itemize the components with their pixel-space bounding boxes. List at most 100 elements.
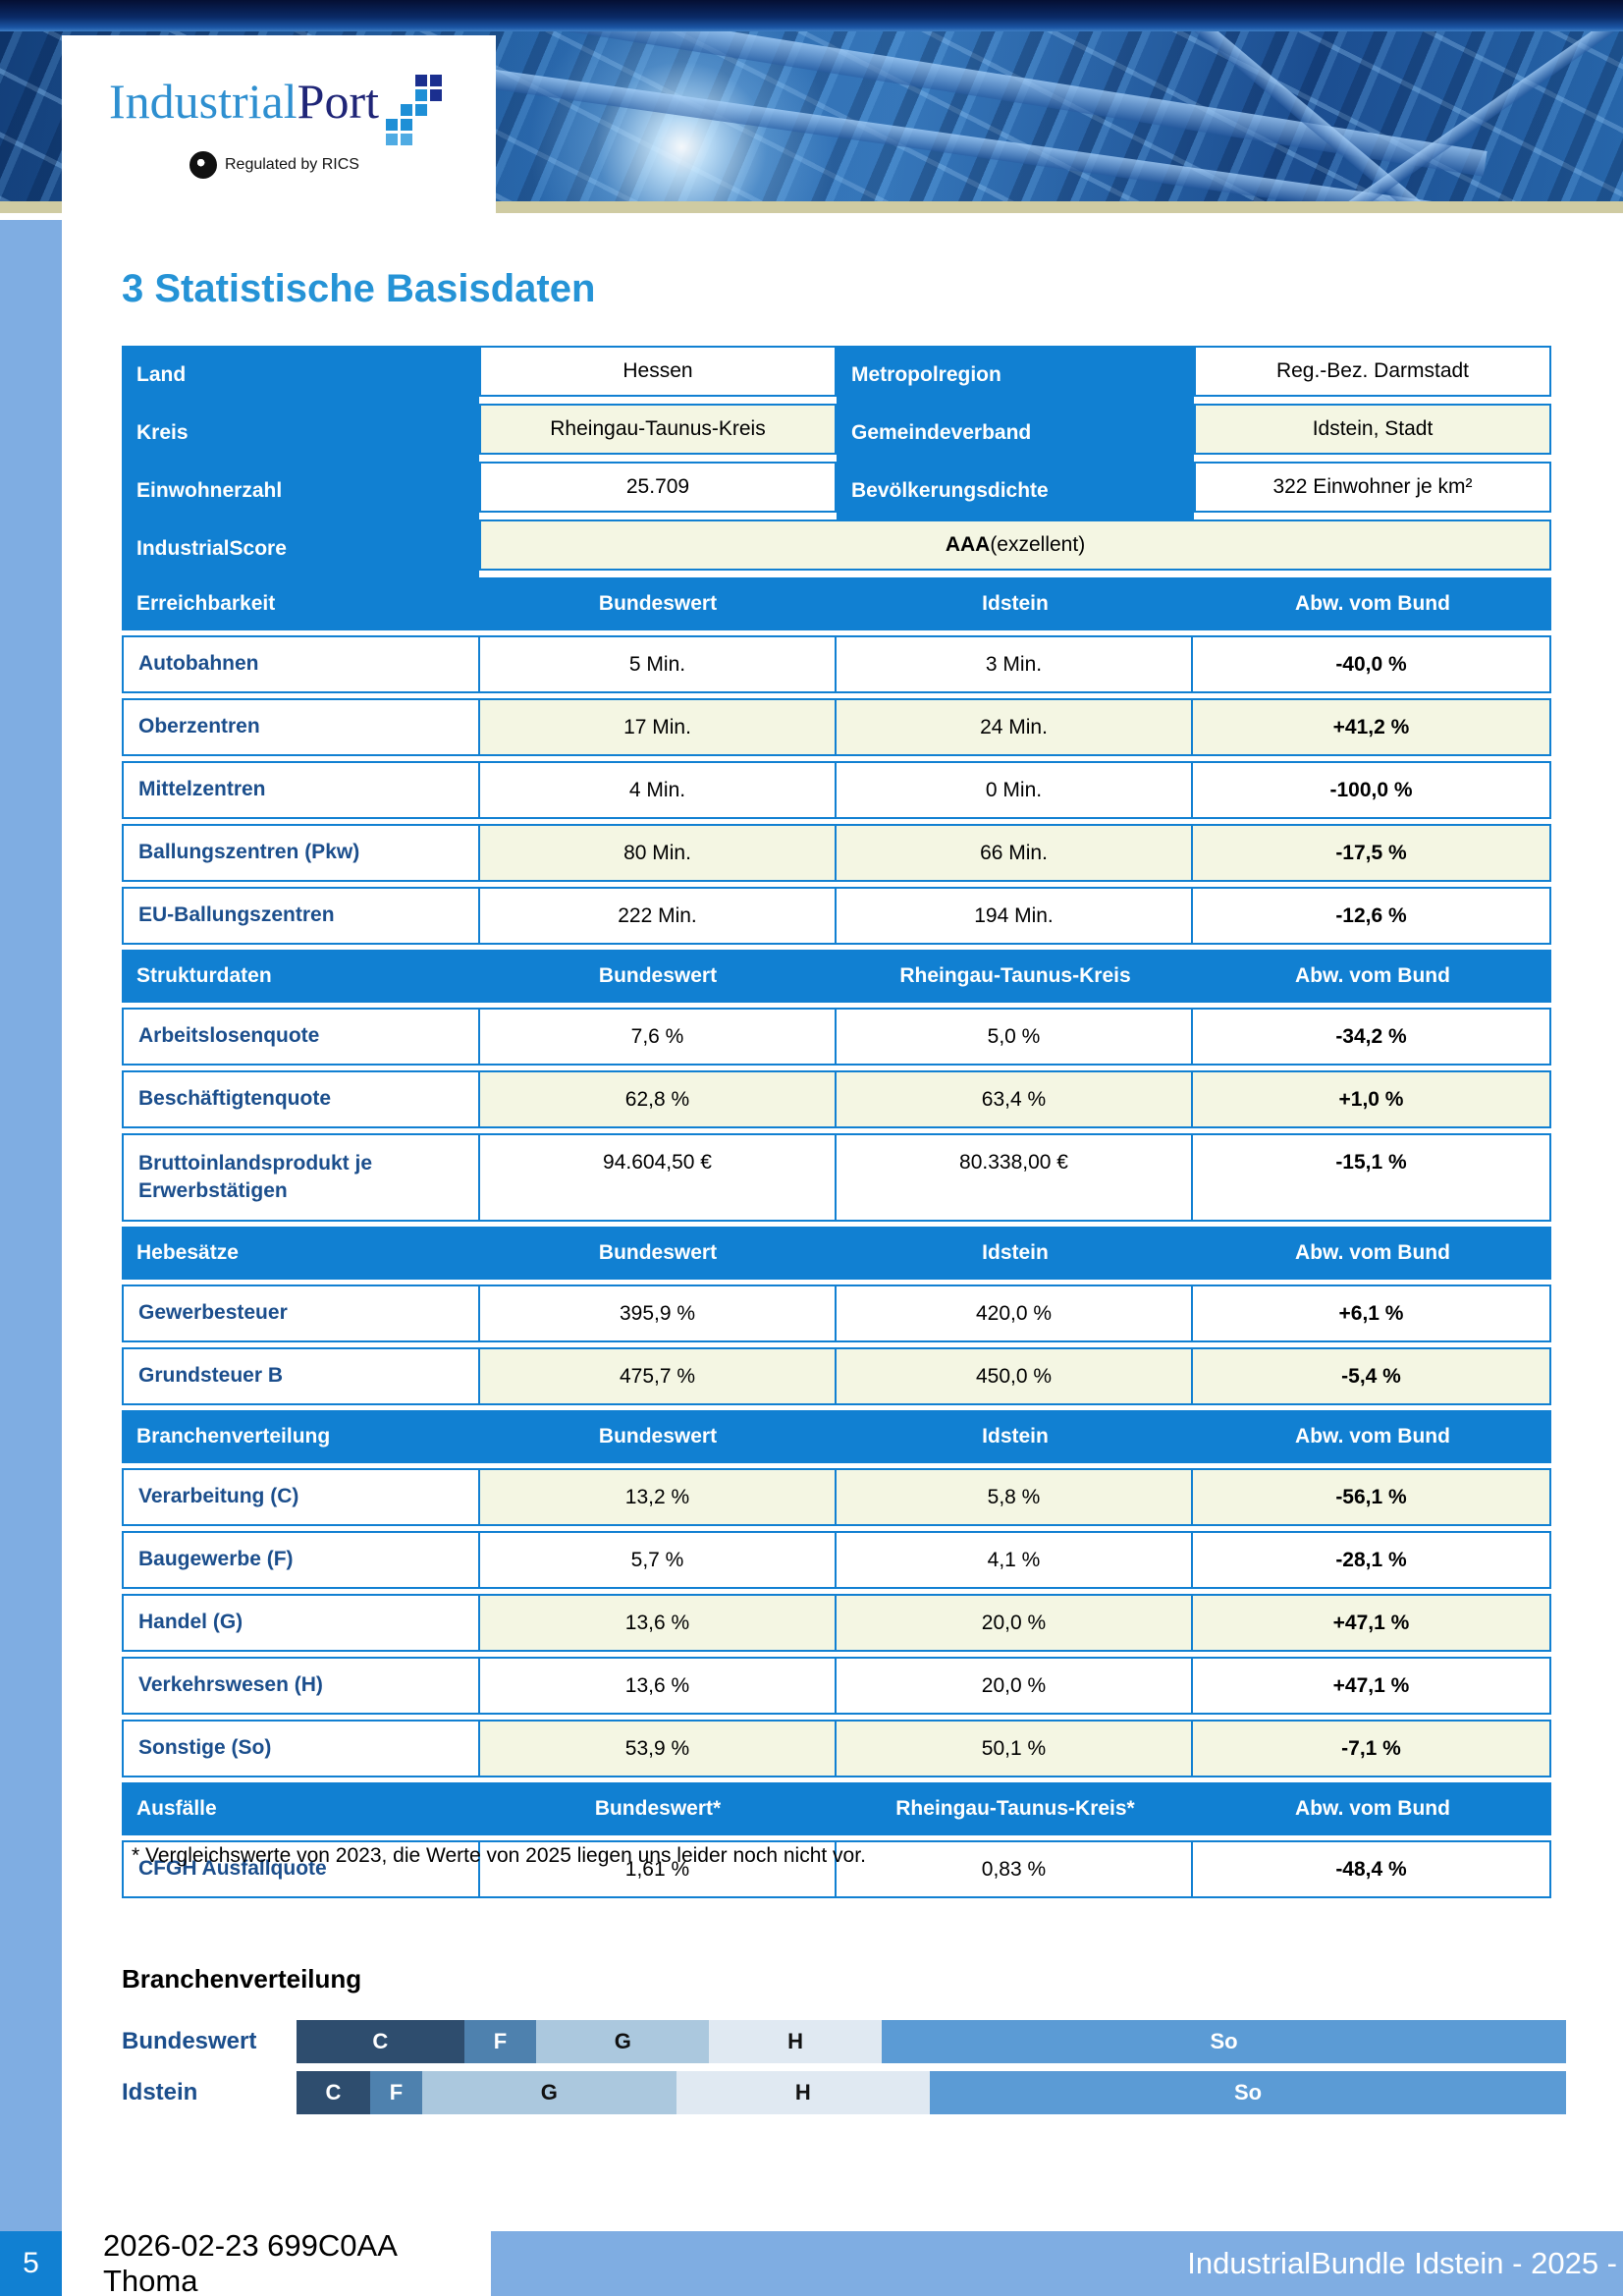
row-label: Arbeitslosenquote [124,1010,480,1064]
value-bundeswert: 13,6 % [480,1659,837,1713]
bar-segment-G: G [536,2020,710,2063]
value-bundeswert: 62,8 % [480,1072,837,1126]
value-region: 20,0 % [837,1596,1193,1650]
score-grade-suffix: (exzellent) [990,533,1086,556]
column-header: Rheingau-Taunus-Kreis [899,964,1131,987]
pixel-square [386,119,398,131]
row-value: Reg.-Bez. Darmstadt [1194,346,1551,397]
info-row: Kreis Rheingau-Taunus-Kreis Gemeindeverban… [122,404,1551,462]
table-row: CFGH Ausfallquote 1,61 % 0,83 % -48,4 % [122,1840,1551,1898]
value-deviation: -7,1 % [1193,1722,1549,1776]
pixel-square [415,89,427,101]
column-header: Abw. vom Bund [1295,964,1450,987]
column-header: Bundeswert [598,964,718,987]
column-header: Bundeswert [598,592,718,615]
bar-segment-C: C [297,2020,464,2063]
table-row: Arbeitslosenquote 7,6 % 5,0 % -34,2 % [122,1008,1551,1066]
column-header: Abw. vom Bund [1295,1797,1450,1820]
value-deviation: -5,4 % [1193,1349,1549,1403]
row-label: Handel (G) [124,1596,480,1650]
pixel-square [386,134,398,145]
value-deviation: -100,0 % [1329,778,1413,801]
logo-box: IndustrialPort Regulated by RICS [62,35,496,213]
industrial-score-value: AAA (exzellent) [479,519,1551,571]
table-row: EU-Ballungszentren 222 Min. 194 Min. -12,6 … [122,887,1551,945]
row-label: Einwohnerzahl [122,462,479,519]
chart-bar-row: Bundeswert C F G H So [122,2020,1566,2063]
section-header-row: Branchenverteilung Bundeswert Idstein Abw. … [122,1410,1551,1463]
bar-segment-F: F [369,2071,422,2114]
value-region: 5,0 % [837,1010,1193,1064]
rics-lion-icon [189,151,217,179]
logo-text-industrial: Industrial [109,74,298,129]
stacked-bar: C F G H So [297,2020,1566,2063]
row-label: Grundsteuer B [124,1349,480,1403]
value-region: 3 Min. [837,637,1193,691]
value-deviation: -28,1 % [1335,1548,1407,1571]
bar-segment-So: So [930,2071,1566,2114]
row-label: Gewerbesteuer [124,1286,480,1340]
section-header-row: Ausfälle Bundeswert* Rheingau-Taunus-Kreis… [122,1782,1551,1835]
info-row: Land Hessen Metropolregion Reg.-Bez. Darmst… [122,346,1551,404]
row-label: Ballungszentren (Pkw) [124,826,480,880]
section-title: Erreichbarkeit [136,592,276,615]
value-bundeswert: 475,7 % [480,1349,837,1403]
row-label: Oberzentren [124,700,480,754]
footer-document-id: 2026-02-23 699C0AA Thoma [62,2228,491,2296]
chart-title: Branchenverteilung [122,1964,362,1994]
value-deviation: -56,1 % [1193,1470,1549,1524]
score-grade: AAA [945,533,991,556]
bar-segment-So: So [882,2020,1566,2063]
table-row: Baugewerbe (F) 5,7 % 4,1 % -28,1 % [122,1531,1551,1589]
table-row: Oberzentren 17 Min. 24 Min. +41,2 % [122,698,1551,756]
value-bundeswert: 7,6 % [480,1010,837,1064]
table-row: Mittelzentren 4 Min. 0 Min. -100,0 % [122,761,1551,819]
rics-label: Regulated by RICS [225,156,359,173]
info-row: Einwohnerzahl 25.709 Bevölkerungsdichte 322… [122,462,1551,519]
column-header: Bundeswert [598,1425,718,1448]
row-value: Rheingau-Taunus-Kreis [479,404,837,455]
value-bundeswert: 4 Min. [480,763,837,817]
value-bundeswert: 5,7 % [480,1533,837,1587]
value-deviation: -48,4 % [1335,1857,1407,1881]
industrial-score-row: IndustrialScore AAA (exzellent) [122,519,1551,577]
photo-beam [1306,31,1623,201]
footnote: * Vergleichswerte von 2023, die Werte vo… [132,1844,866,1867]
row-label: Verarbeitung (C) [124,1470,480,1524]
stacked-bar: C F G H So [297,2071,1566,2114]
value-region: 4,1 % [837,1533,1193,1587]
value-region: 0,83 % [837,1842,1193,1896]
section-title: Hebesätze [136,1241,239,1264]
value-region: 420,0 % [837,1286,1193,1340]
value-deviation: +47,1 % [1332,1673,1410,1697]
chart-bar-row: Idstein C F G H So [122,2071,1566,2114]
value-deviation: -40,0 % [1335,652,1407,676]
row-label: Kreis [122,404,479,462]
section-title: Ausfälle [136,1797,217,1820]
logo-text-port: Port [297,74,379,129]
value-deviation: +47,1 % [1193,1596,1549,1650]
company-logo: IndustrialPort [109,77,379,126]
column-header: Idstein [982,1241,1049,1264]
value-bundeswert: 1,61 % [480,1842,837,1896]
value-deviation: +41,2 % [1193,700,1549,754]
column-header: Idstein [982,1425,1049,1448]
column-header: Bundeswert [598,1241,718,1264]
chart-category-label: Bundeswert [122,2028,257,2054]
value-region: 0 Min. [837,763,1193,817]
value-bundeswert: 17 Min. [480,700,837,754]
table-row: Beschäftigtenquote 62,8 % 63,4 % +1,0 % [122,1070,1551,1128]
row-value: Hessen [479,346,837,397]
row-value: 322 Einwohner je km² [1194,462,1551,513]
column-header: Bundeswert* [594,1797,722,1820]
pixel-square [430,75,442,86]
table-row: Grundsteuer B 475,7 % 450,0 % -5,4 % [122,1347,1551,1405]
industry-distribution-chart: Branchenverteilung Bundeswert C F G H So Idste… [122,1964,1566,2122]
value-region: 80.338,00 € [837,1135,1193,1220]
row-label: Autobahnen [124,637,480,691]
table-row: Bruttoinlandsprodukt je Erwerbstätigen 94… [122,1133,1551,1222]
value-bundeswert: 80 Min. [480,826,837,880]
bar-segment-H: H [676,2071,931,2114]
column-header: Abw. vom Bund [1295,1241,1450,1264]
bar-segment-H: H [709,2020,883,2063]
